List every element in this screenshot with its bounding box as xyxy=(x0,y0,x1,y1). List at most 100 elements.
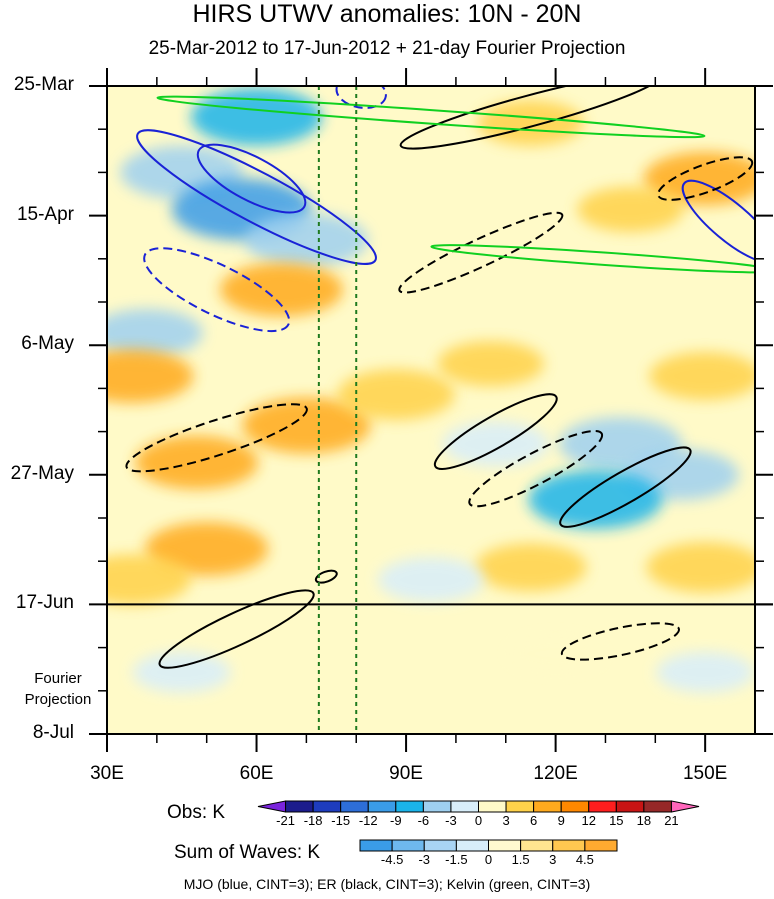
obs-colorbar-tick-label: 21 xyxy=(664,813,679,828)
y-tick-label: 27-May xyxy=(10,462,74,484)
waves-colorbar-swatch xyxy=(455,839,489,852)
obs-colorbar-swatch xyxy=(533,800,562,813)
obs-colorbar-tick-label: -15 xyxy=(331,813,351,828)
x-tick-label: 120E xyxy=(533,763,578,784)
obs-colorbar-swatch xyxy=(312,800,342,813)
anomaly-patch xyxy=(646,542,755,593)
anomaly-patch xyxy=(577,186,684,233)
anomaly-patch xyxy=(442,421,549,467)
obs-colorbar xyxy=(257,800,700,813)
anomaly-patch xyxy=(107,308,203,357)
anomaly-patch xyxy=(656,651,755,693)
anomaly-patch xyxy=(477,100,584,146)
y-tick-label: 15-Apr xyxy=(16,203,74,225)
obs-colorbar-swatch xyxy=(450,800,479,813)
wave-contour-er xyxy=(125,403,308,473)
anomaly-patch xyxy=(107,349,194,403)
obs-colorbar-swatch xyxy=(340,800,369,813)
obs-colorbar-tick-label: -21 xyxy=(276,813,295,828)
obs-colorbar-swatch xyxy=(505,800,535,813)
anomaly-patch xyxy=(145,522,269,576)
hovmoller-plot xyxy=(89,68,773,752)
wave-contours xyxy=(125,86,755,669)
waves-colorbar-swatch xyxy=(391,839,425,852)
wave-contour-mjo xyxy=(136,129,377,265)
wave-contour-mjo xyxy=(196,143,307,214)
obs-colorbar-tick-label: -6 xyxy=(417,813,430,828)
obs-colorbar-tick-label: 18 xyxy=(636,813,652,828)
obs-colorbar-title: Obs: K xyxy=(167,802,226,823)
obs-colorbar-swatch xyxy=(395,800,424,813)
wave-contour-mjo xyxy=(143,247,291,333)
obs-colorbar-swatch xyxy=(670,800,700,813)
anomaly-field xyxy=(107,88,755,693)
obs-colorbar-tick-label: 0 xyxy=(474,813,483,828)
obs-colorbar-swatch xyxy=(422,800,452,813)
x-tick-label: 60E xyxy=(239,763,274,784)
wave-contour-mjo xyxy=(335,86,387,109)
obs-colorbar-swatch xyxy=(560,800,590,813)
obs-colorbar-tick-label: -18 xyxy=(303,813,323,828)
waves-colorbar xyxy=(359,839,618,852)
obs-colorbar-tick-label: 6 xyxy=(530,813,538,828)
anomaly-patch xyxy=(135,435,259,490)
wave-contour-er xyxy=(559,446,692,528)
waves-colorbar-tick-label: -3 xyxy=(418,852,431,867)
waves-colorbar-title: Sum of Waves: K xyxy=(174,842,321,863)
obs-colorbar-tick-label: 9 xyxy=(557,813,565,828)
anomaly-patch xyxy=(377,557,485,603)
waves-colorbar-swatch xyxy=(552,839,586,852)
x-tick-label: 30E xyxy=(90,763,124,784)
chart-subtitle: 25-Mar-2012 to 17-Jun-2012 + 21-day Four… xyxy=(148,38,626,59)
anomaly-patch xyxy=(506,633,605,675)
wave-contour-er xyxy=(657,156,754,201)
wave-contour-er xyxy=(560,622,680,661)
obs-colorbar-swatch xyxy=(285,800,314,813)
obs-colorbar-tick-label: 12 xyxy=(581,813,596,828)
waves-colorbar-tick-label: 3 xyxy=(549,852,557,867)
y-tick-label: 25-Mar xyxy=(13,74,74,95)
waves-colorbar-swatch xyxy=(423,839,457,852)
anomaly-patch xyxy=(528,470,663,529)
projection-label: Fourier Projection xyxy=(10,668,106,710)
chart-footer: MJO (blue, CINT=3); ER (black, CINT=3); … xyxy=(183,876,591,892)
projection-label-line-2: Projection xyxy=(24,691,92,708)
waves-colorbar-swatch xyxy=(359,839,393,852)
waves-colorbar-tick-label: -1.5 xyxy=(445,852,468,867)
axes xyxy=(89,68,773,752)
waves-colorbar-tick-label: 4.5 xyxy=(575,852,594,867)
obs-colorbar-tick-label: 3 xyxy=(502,813,510,828)
wave-contour-er xyxy=(314,569,338,584)
y-tick-label: 17-Jun xyxy=(15,592,74,614)
anomaly-patch xyxy=(437,341,544,387)
obs-colorbar-swatch xyxy=(615,800,645,813)
obs-colorbar-swatch xyxy=(643,800,672,813)
anomaly-patch xyxy=(190,88,323,146)
wave-contour-er xyxy=(158,589,315,669)
obs-colorbar-tick-label: 15 xyxy=(609,813,624,828)
waves-colorbar-tick-label: 1.5 xyxy=(511,852,530,867)
anomaly-patch xyxy=(337,369,455,420)
obs-colorbar-swatch xyxy=(588,800,617,813)
waves-colorbar-tick-label: -4.5 xyxy=(380,852,404,867)
wave-contour-kelvin xyxy=(156,95,706,139)
projection-label-line-1: Fourier xyxy=(34,670,82,687)
wave-contour-er xyxy=(399,86,662,150)
wave-contour-mjo xyxy=(681,179,755,264)
anomaly-patch xyxy=(649,352,755,401)
obs-colorbar-swatch xyxy=(478,800,507,813)
y-tick-label: 8-Jul xyxy=(32,722,74,743)
anomaly-patch xyxy=(242,397,371,454)
y-tick-label: 6-May xyxy=(21,333,74,355)
anomaly-patch xyxy=(132,651,231,693)
obs-colorbar-tick-label: -3 xyxy=(445,813,457,828)
waves-colorbar-tick-label: 0 xyxy=(484,852,493,867)
waves-colorbar-swatch xyxy=(520,839,554,852)
chart-title: HIRS UTWV anomalies: 10N - 20N xyxy=(192,0,582,28)
anomaly-patch xyxy=(244,213,368,268)
anomaly-patch xyxy=(643,151,755,206)
plot-frame xyxy=(106,85,756,735)
obs-colorbar-swatch xyxy=(257,800,287,813)
wave-contour-kelvin xyxy=(430,244,755,274)
